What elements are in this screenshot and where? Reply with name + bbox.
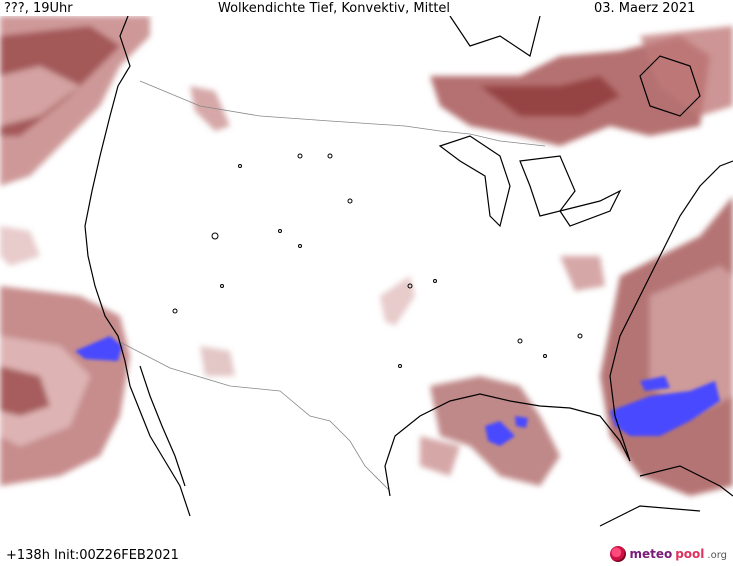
- map-footer: +138h Init:00Z26FEB2021 meteo pool .org: [0, 541, 733, 566]
- cloud-field-northeast: [430, 26, 733, 146]
- run-info: +138h Init:00Z26FEB2021: [6, 548, 179, 563]
- cloud-density-map: [0, 16, 733, 527]
- location-label: ???, 19Uhr: [4, 1, 73, 16]
- forecast-date: 03. Maerz 2021: [594, 1, 696, 16]
- cloud-field-northwest: [0, 16, 230, 186]
- coastlines: [84, 16, 733, 527]
- convective-areas: [75, 336, 720, 446]
- logo-text-pool: pool: [675, 547, 705, 561]
- logo-text-org: .org: [707, 549, 727, 561]
- cloud-field-pacific: [0, 226, 130, 486]
- logo-text-meteo: meteo: [629, 547, 673, 561]
- national-borders: [119, 80, 546, 492]
- meteopool-logo[interactable]: meteo pool .org: [610, 546, 727, 562]
- cloud-field-gulf: [200, 276, 560, 486]
- meteopool-logo-icon: [610, 546, 627, 562]
- map-header: ???, 19Uhr Wolkendichte Tief, Konvektiv,…: [0, 0, 733, 20]
- inland-lakes: [172, 153, 583, 368]
- map-title: Wolkendichte Tief, Konvektiv, Mittel: [218, 1, 451, 16]
- cloud-field-southeast: [560, 196, 733, 496]
